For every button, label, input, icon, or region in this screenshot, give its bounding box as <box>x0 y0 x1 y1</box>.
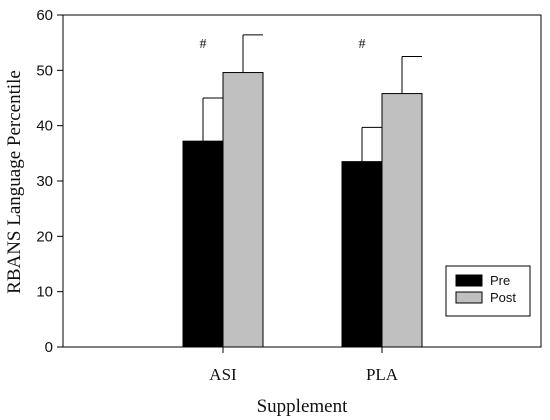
legend-label-pre: Pre <box>490 273 510 288</box>
legend-swatch-post <box>455 291 483 304</box>
annotations-group: # # <box>200 37 366 52</box>
y-tick-label: 10 <box>36 284 53 301</box>
significance-marker: # <box>359 37 366 52</box>
legend-box <box>445 265 531 317</box>
y-tick-label: 0 <box>45 339 53 356</box>
bar-post-pla <box>381 93 423 348</box>
y-tick-label: 40 <box>36 118 53 135</box>
bar-pre-pla <box>341 161 383 348</box>
x-tick-label: PLA <box>366 365 399 384</box>
y-tick-label: 60 <box>36 7 53 24</box>
bar-pre-asi <box>182 140 224 348</box>
y-tick-label: 20 <box>36 228 53 245</box>
bar-post-asi <box>222 72 264 348</box>
y-axis: 0 10 20 30 40 50 60 <box>36 7 63 356</box>
x-axis-title: Supplement <box>257 396 348 417</box>
legend-label-post: Post <box>490 290 516 305</box>
x-tick-label: ASI <box>209 365 237 384</box>
bars-group <box>182 72 423 348</box>
y-tick-label: 30 <box>36 173 53 190</box>
x-axis: ASI PLA <box>209 347 399 384</box>
legend-swatch-pre <box>455 274 483 287</box>
error-bars-group <box>202 34 422 162</box>
legend: Pre Post <box>445 265 531 317</box>
y-tick-label: 50 <box>36 62 53 79</box>
significance-marker: # <box>200 37 207 52</box>
y-axis-title: RBANS Language Percentile <box>4 70 25 294</box>
